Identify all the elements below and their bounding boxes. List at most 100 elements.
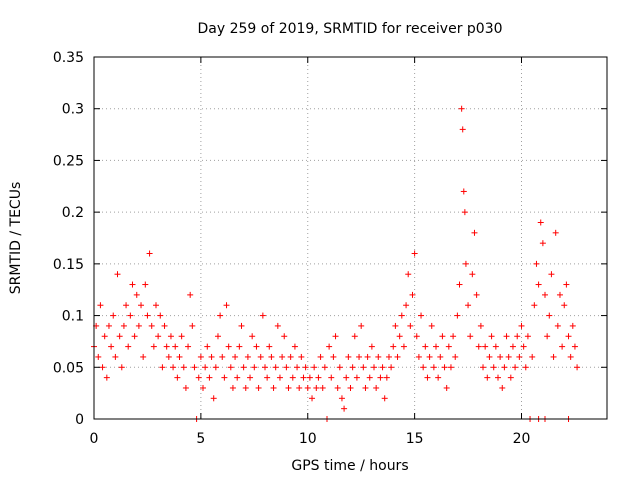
data-point [396, 333, 403, 340]
data-point [392, 322, 399, 329]
data-point [103, 374, 110, 381]
y-tick-label: 0.05 [53, 360, 84, 376]
data-point [279, 353, 286, 360]
data-point [317, 353, 324, 360]
data-point [266, 343, 273, 350]
data-point [394, 353, 401, 360]
chart-title: Day 259 of 2019, SRMTID for receiver p03… [197, 21, 502, 37]
data-point [272, 364, 279, 371]
data-point [524, 333, 531, 340]
x-tick-label: 5 [196, 431, 205, 447]
y-tick-label: 0.15 [53, 257, 84, 273]
data-point [232, 353, 239, 360]
data-point [238, 322, 245, 329]
data-point [459, 126, 466, 133]
data-point [155, 333, 162, 340]
data-point [289, 374, 296, 381]
data-point [349, 364, 356, 371]
data-point [315, 374, 322, 381]
data-point [247, 374, 254, 381]
data-point [120, 322, 127, 329]
data-point [501, 364, 508, 371]
data-point [437, 353, 444, 360]
data-point [227, 364, 234, 371]
data-point [546, 312, 553, 319]
data-point [338, 395, 345, 402]
data-point [182, 384, 189, 391]
data-point [477, 322, 484, 329]
data-point [95, 353, 102, 360]
data-point [309, 395, 316, 402]
data-point [465, 302, 472, 309]
data-point [430, 364, 437, 371]
data-point [116, 333, 123, 340]
data-point [492, 343, 499, 350]
y-tick-label: 0.35 [53, 50, 84, 66]
data-point [300, 374, 307, 381]
data-point [522, 364, 529, 371]
data-point [460, 188, 467, 195]
data-point [407, 322, 414, 329]
data-point [112, 353, 119, 360]
data-point [167, 333, 174, 340]
data-point [311, 364, 318, 371]
data-point [185, 343, 192, 350]
data-point [488, 333, 495, 340]
data-point [542, 291, 549, 298]
data-point [371, 364, 378, 371]
data-point [499, 384, 506, 391]
data-point [332, 333, 339, 340]
data-point [507, 374, 514, 381]
data-point [157, 312, 164, 319]
data-point [509, 343, 516, 350]
data-point [129, 281, 136, 288]
data-point [473, 291, 480, 298]
data-point [319, 384, 326, 391]
data-point [351, 333, 358, 340]
data-point [200, 384, 207, 391]
data-point [326, 343, 333, 350]
data-point [445, 343, 452, 350]
data-point [244, 353, 251, 360]
y-tick-label: 0.25 [53, 153, 84, 169]
data-point [163, 343, 170, 350]
data-point [334, 384, 341, 391]
data-point [148, 322, 155, 329]
data-point [462, 260, 469, 267]
data-point [574, 364, 581, 371]
data-point [409, 291, 416, 298]
data-point [461, 209, 468, 216]
data-point [214, 333, 221, 340]
data-point [249, 333, 256, 340]
data-point [418, 312, 425, 319]
data-point [415, 353, 422, 360]
data-point [482, 343, 489, 350]
data-point [388, 364, 395, 371]
data-point [535, 281, 542, 288]
data-point [531, 302, 538, 309]
data-point [381, 395, 388, 402]
data-point [259, 312, 266, 319]
data-point [552, 229, 559, 236]
data-point [229, 384, 236, 391]
data-point [253, 343, 260, 350]
data-point [561, 302, 568, 309]
data-point [268, 353, 275, 360]
data-point [544, 333, 551, 340]
data-point [362, 384, 369, 391]
data-point [569, 322, 576, 329]
data-point [234, 374, 241, 381]
data-point [161, 322, 168, 329]
data-point [133, 291, 140, 298]
data-point [291, 343, 298, 350]
data-point [262, 364, 268, 371]
data-point [118, 364, 125, 371]
data-point [242, 384, 249, 391]
y-tick-label: 0.2 [62, 205, 84, 221]
data-point [285, 384, 292, 391]
data-point [548, 271, 555, 278]
data-point [274, 322, 281, 329]
data-point [494, 374, 501, 381]
data-point [108, 343, 115, 350]
data-point [170, 364, 177, 371]
